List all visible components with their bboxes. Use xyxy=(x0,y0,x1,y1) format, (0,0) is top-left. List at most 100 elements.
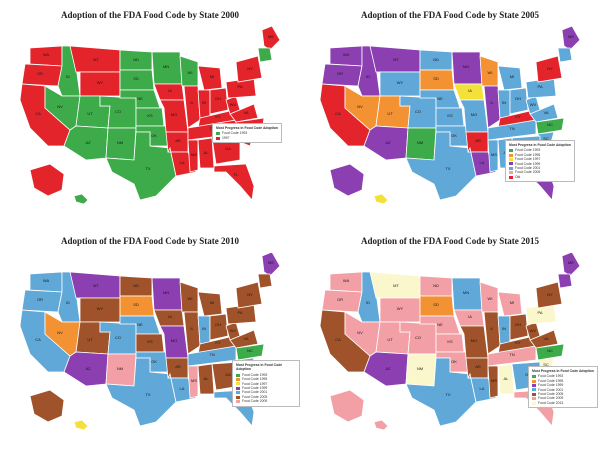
legend-item: Food Code 1999 xyxy=(236,386,296,390)
state-label: TX xyxy=(445,166,450,171)
state-label: OK xyxy=(451,133,457,138)
state-label: MT xyxy=(393,283,399,288)
legend-swatch xyxy=(216,136,220,140)
state-label: WA xyxy=(343,52,350,57)
legend-label: Food Code 1995 xyxy=(538,378,564,383)
map-title: Adoption of the FDA Food Code by State 2… xyxy=(60,236,239,246)
state-ne2 xyxy=(557,273,573,289)
state-label: KS xyxy=(147,113,153,118)
legend-item: 1997 xyxy=(216,136,278,140)
state-label: WI xyxy=(488,296,493,301)
state-label: IL xyxy=(490,100,494,105)
legend-item: Food Code 1995 xyxy=(532,379,594,383)
legend-label: 1997 xyxy=(222,135,230,140)
state-label: CA xyxy=(335,111,341,116)
state-label: OK xyxy=(151,359,157,364)
legend-swatch xyxy=(509,162,513,166)
state-mi xyxy=(497,65,523,91)
state-nc xyxy=(535,117,565,135)
legend-label: Food Code 1995 xyxy=(242,377,268,382)
state-label: LA xyxy=(480,160,485,165)
legend-item: Food Code 1993 xyxy=(236,373,296,377)
state-label: TX xyxy=(145,166,150,171)
state-ny xyxy=(535,55,563,83)
state-label: MT xyxy=(93,283,99,288)
state-label: VA xyxy=(243,110,248,115)
state-hi xyxy=(73,419,89,431)
legend-swatch xyxy=(509,171,513,175)
state-label: IN xyxy=(502,326,506,331)
state-label: CO xyxy=(115,335,121,340)
legend-item: Food Code 1993 xyxy=(532,374,594,378)
state-label: ID xyxy=(366,300,370,305)
state-label: MO xyxy=(171,112,177,117)
state-hi xyxy=(73,193,89,205)
state-label: AZ xyxy=(385,366,391,371)
legend-swatch xyxy=(236,395,240,399)
legend-label: Old xyxy=(515,174,521,179)
state-ny xyxy=(235,55,263,83)
legend-swatch xyxy=(509,166,513,170)
state-va xyxy=(529,103,559,123)
state-tn xyxy=(487,345,537,367)
state-label: MN xyxy=(463,290,469,295)
state-label: KS xyxy=(447,339,453,344)
map-title: Adoption of the FDA Food Code by State 2… xyxy=(360,10,539,20)
state-va xyxy=(229,329,259,349)
state-label: AZ xyxy=(385,140,391,145)
legend-label: Food Code 2001 xyxy=(242,390,268,395)
state-label: IN xyxy=(202,326,206,331)
us-map: WA OR CA ID NV MT WY UT AZ CO NM ND SD NE KS OK TX MN IA MO… xyxy=(19,25,281,205)
map-panel-2005: Adoption of the FDA Food Code by State 2… xyxy=(300,0,600,226)
legend-swatch xyxy=(532,397,536,401)
state-label: NE xyxy=(437,322,443,327)
state-label: MO xyxy=(171,338,177,343)
state-label: MS xyxy=(491,378,497,383)
state-label: VA xyxy=(243,336,248,341)
legend-swatch xyxy=(532,379,536,383)
state-label: KY xyxy=(515,114,521,119)
state-label: LA xyxy=(480,386,485,391)
state-label: IA xyxy=(168,88,172,93)
state-label: MT xyxy=(393,57,399,62)
legend-label: Food Code 1993 xyxy=(538,374,564,379)
state-label: KY xyxy=(215,340,221,345)
state-label: AR xyxy=(175,138,181,143)
map-legend: Most Progress in Food Code Adoption Food… xyxy=(212,123,282,144)
legend-item: Food Code 1997 xyxy=(236,382,296,386)
state-ny xyxy=(235,281,263,309)
legend-item: Food Code 2005 xyxy=(236,395,296,399)
state-label: CA xyxy=(35,337,41,342)
legend-item: Food Code 2013 xyxy=(532,401,594,405)
legend-swatch xyxy=(236,399,240,403)
legend-label: Food Code 2013 xyxy=(538,400,564,405)
state-label: MI xyxy=(210,300,214,305)
state-label: IA xyxy=(468,314,472,319)
legend-label: Food Code 1999 xyxy=(538,383,564,388)
legend-item: Food Code 2001 xyxy=(236,390,296,394)
state-label: WI xyxy=(188,296,193,301)
state-label: GA xyxy=(225,146,231,151)
state-ne2 xyxy=(257,273,273,289)
legend-swatch xyxy=(532,383,536,387)
state-label: ND xyxy=(133,57,139,62)
legend-item: Food Code 1997 xyxy=(509,157,571,161)
state-oh xyxy=(209,313,229,341)
legend-swatch xyxy=(236,391,240,395)
state-ne2 xyxy=(257,47,273,63)
state-label: WV xyxy=(530,328,537,333)
state-label: AL xyxy=(504,376,510,381)
state-label: NY xyxy=(247,292,253,297)
state-label: MN xyxy=(163,290,169,295)
legend-swatch xyxy=(216,132,220,136)
legend-item: Food Code 1995 xyxy=(509,153,571,157)
state-label: WV xyxy=(230,328,237,333)
state-label: NM xyxy=(117,366,123,371)
state-label: NE xyxy=(137,322,143,327)
state-label: KY xyxy=(215,114,221,119)
state-label: OK xyxy=(151,133,157,138)
state-label: WY xyxy=(397,306,404,311)
state-label: PA xyxy=(237,310,242,315)
legend-item: Food Code 2005 xyxy=(509,170,571,174)
state-label: WA xyxy=(43,278,50,283)
